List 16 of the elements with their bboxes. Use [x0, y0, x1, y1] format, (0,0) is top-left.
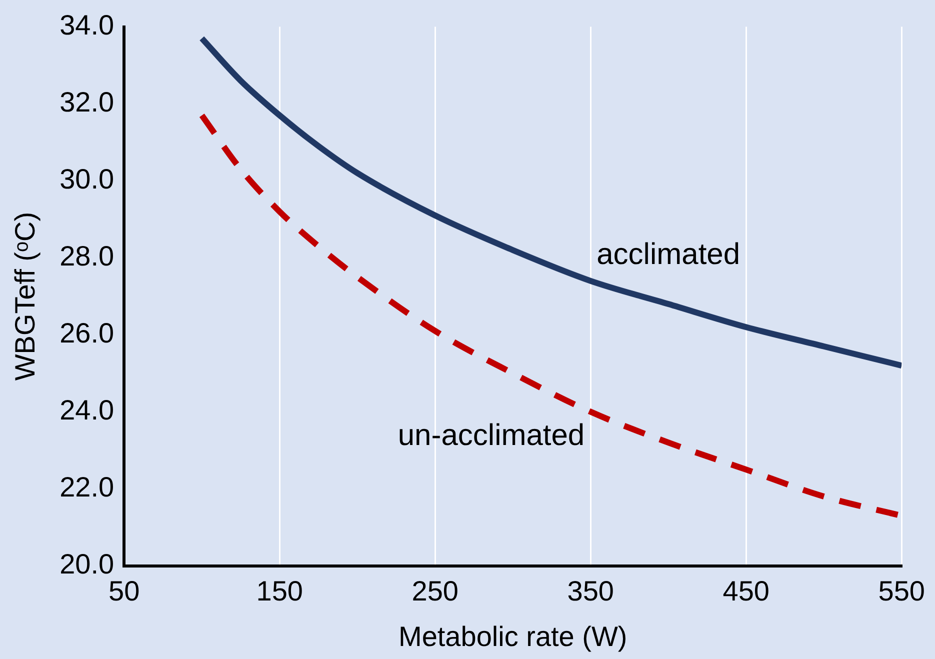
x-tick-label: 150 — [256, 575, 303, 606]
x-tick-label: 450 — [722, 575, 770, 606]
series-label: acclimated — [596, 238, 740, 272]
x-tick-label: 550 — [878, 575, 925, 606]
x-tick-label: 250 — [412, 575, 458, 606]
y-tick-label: 26.0 — [60, 318, 114, 349]
y-tick-label: 30.0 — [60, 164, 114, 195]
y-tick-label: 22.0 — [60, 472, 114, 503]
y-tick-label: 24.0 — [60, 394, 114, 426]
y-tick-label: 28.0 — [60, 240, 114, 272]
series-label: un-acclimated — [398, 419, 585, 452]
y-axis-title: WBGTeff (ᵒC) — [10, 212, 41, 381]
y-tick-label: 32.0 — [60, 86, 114, 118]
x-axis-title: Metabolic rate (W) — [398, 620, 628, 652]
y-tick-label: 34.0 — [60, 10, 114, 41]
x-tick-label: 350 — [567, 575, 614, 606]
